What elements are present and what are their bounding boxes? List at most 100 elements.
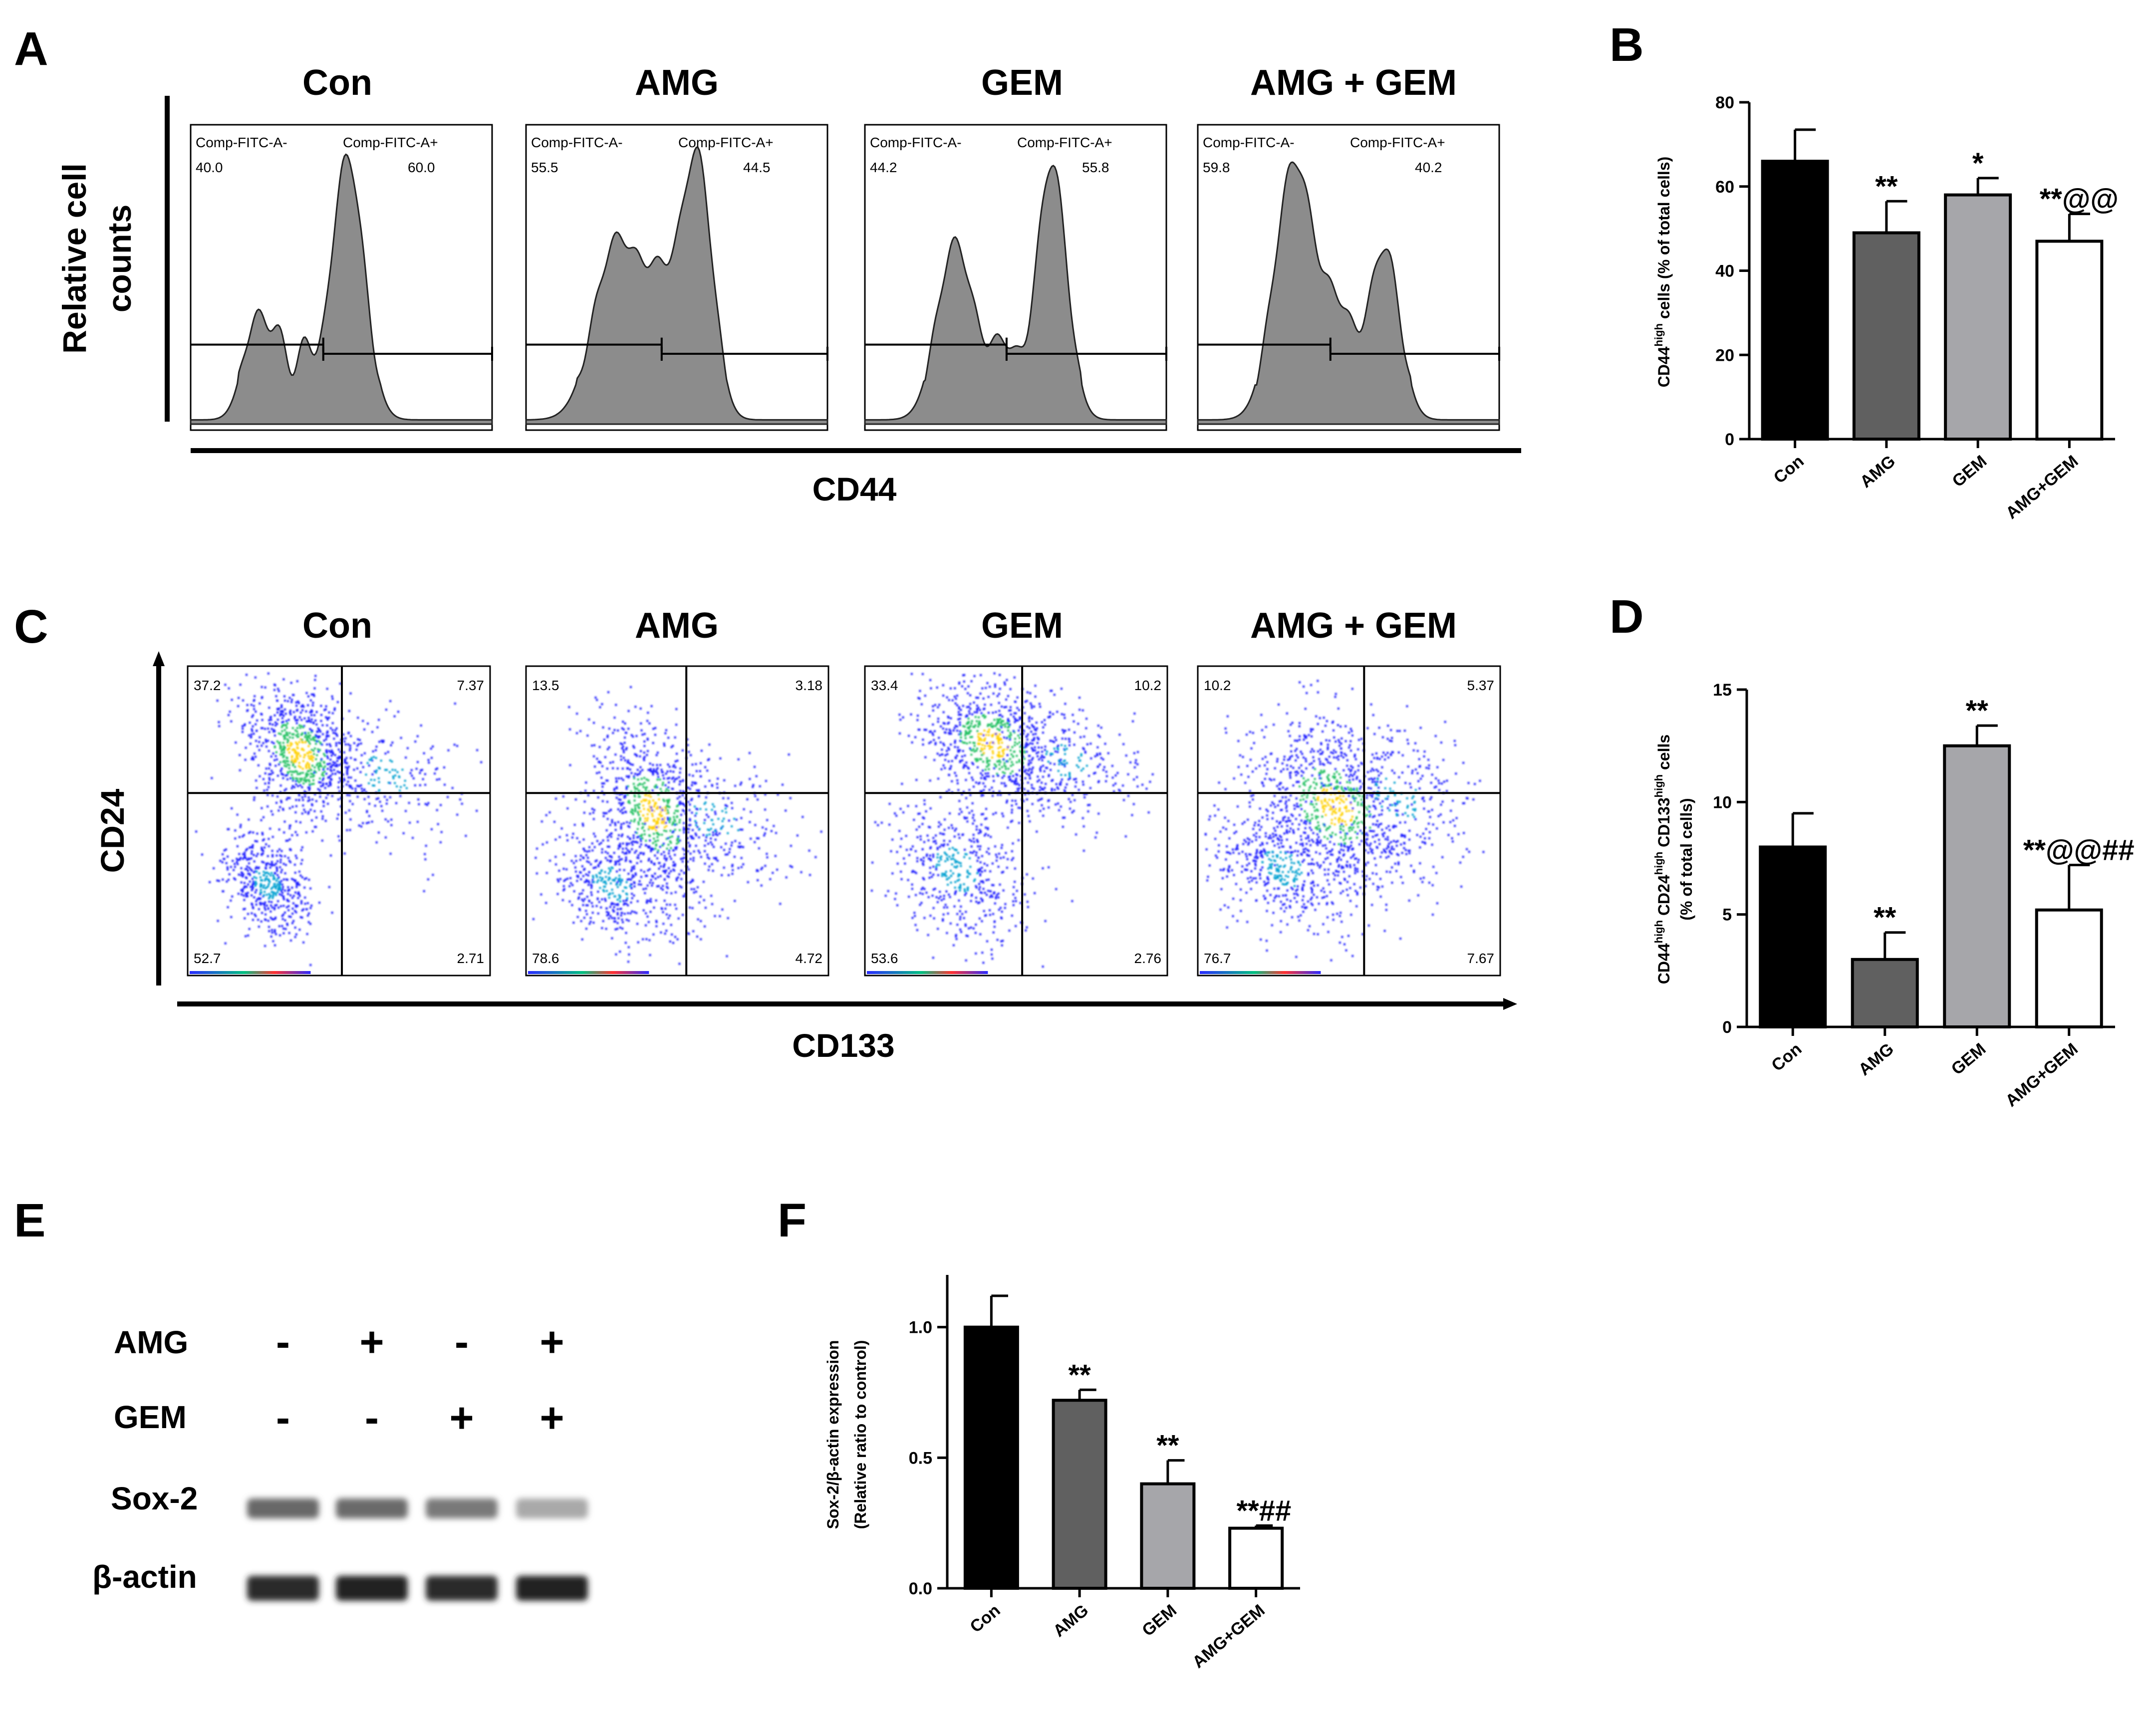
event-dot — [700, 762, 702, 764]
event-dot — [972, 741, 975, 744]
event-dot — [935, 842, 937, 845]
event-dot — [566, 839, 569, 842]
event-dot — [663, 821, 666, 823]
event-dot — [665, 838, 668, 840]
event-dot — [663, 817, 666, 819]
event-dot — [268, 777, 270, 779]
event-dot — [680, 886, 683, 889]
event-dot — [1017, 735, 1020, 737]
event-dot — [925, 855, 928, 857]
event-dot — [254, 840, 257, 842]
event-dot — [695, 824, 697, 826]
event-dot — [312, 739, 315, 741]
quadrant-upper-right-value: 7.37 — [457, 678, 485, 693]
event-dot — [1082, 767, 1084, 770]
event-dot — [309, 699, 312, 702]
event-dot — [280, 869, 283, 871]
event-dot — [201, 853, 203, 856]
event-dot — [1027, 906, 1029, 908]
event-dot — [1340, 776, 1342, 779]
event-dot — [302, 706, 305, 708]
event-dot — [1308, 840, 1311, 842]
event-dot — [1057, 748, 1060, 750]
event-dot — [370, 778, 372, 781]
event-dot — [292, 761, 294, 764]
event-dot — [376, 726, 379, 729]
event-dot — [640, 800, 643, 803]
event-dot — [959, 749, 961, 751]
event-dot — [1340, 836, 1342, 839]
event-dot — [688, 933, 690, 935]
event-dot — [574, 798, 577, 801]
event-dot — [932, 873, 935, 876]
event-dot — [657, 793, 660, 796]
event-dot — [1048, 774, 1050, 776]
event-dot — [296, 777, 298, 780]
event-dot — [1301, 752, 1304, 755]
event-dot — [932, 837, 935, 839]
event-dot — [601, 703, 603, 706]
event-dot — [310, 757, 313, 760]
event-dot — [243, 908, 245, 911]
event-dot — [596, 772, 598, 774]
event-dot — [703, 803, 706, 805]
event-dot — [338, 839, 341, 842]
event-dot — [361, 790, 363, 793]
event-dot — [900, 870, 902, 873]
event-dot — [609, 869, 612, 871]
event-dot — [378, 767, 381, 769]
event-dot — [611, 821, 613, 823]
event-dot — [1347, 881, 1348, 883]
event-dot — [956, 695, 958, 697]
event-dot — [623, 756, 625, 759]
event-dot — [317, 727, 319, 730]
event-dot — [1050, 752, 1052, 755]
event-dot — [951, 847, 954, 849]
event-dot — [313, 736, 315, 739]
event-dot — [322, 768, 324, 771]
event-dot — [630, 841, 633, 844]
event-dot — [975, 854, 977, 856]
event-dot — [739, 828, 742, 831]
event-dot — [580, 855, 582, 857]
event-dot — [289, 861, 291, 863]
event-dot — [968, 732, 971, 735]
event-dot — [1265, 726, 1267, 728]
event-dot — [309, 808, 312, 811]
event-dot — [661, 844, 664, 847]
event-dot — [991, 953, 993, 956]
event-dot — [756, 869, 758, 871]
event-dot — [572, 922, 575, 924]
event-dot — [1014, 881, 1016, 883]
gate-negative-value: 55.5 — [531, 160, 558, 175]
event-dot — [648, 790, 650, 793]
event-dot — [627, 776, 630, 778]
event-dot — [290, 701, 293, 703]
event-dot — [615, 786, 618, 788]
event-dot — [298, 884, 301, 886]
event-dot — [264, 872, 267, 874]
event-dot — [284, 700, 286, 702]
event-dot — [596, 898, 599, 900]
event-dot — [1009, 688, 1012, 690]
event-dot — [971, 852, 974, 854]
event-dot — [343, 852, 346, 855]
event-dot — [721, 874, 723, 876]
event-dot — [230, 866, 232, 868]
event-dot — [656, 831, 658, 834]
event-dot — [602, 815, 605, 817]
event-dot — [1284, 816, 1286, 818]
event-dot — [687, 831, 690, 834]
event-dot — [1005, 768, 1007, 770]
event-dot — [650, 705, 653, 708]
event-dot — [708, 779, 711, 782]
event-dot — [263, 894, 266, 896]
event-dot — [979, 829, 981, 831]
dotplot-x-arrowhead — [1503, 998, 1517, 1010]
event-dot — [305, 692, 308, 694]
event-dot — [281, 721, 283, 724]
event-dot — [1002, 750, 1004, 753]
event-dot — [1064, 749, 1066, 751]
event-dot — [731, 802, 733, 804]
